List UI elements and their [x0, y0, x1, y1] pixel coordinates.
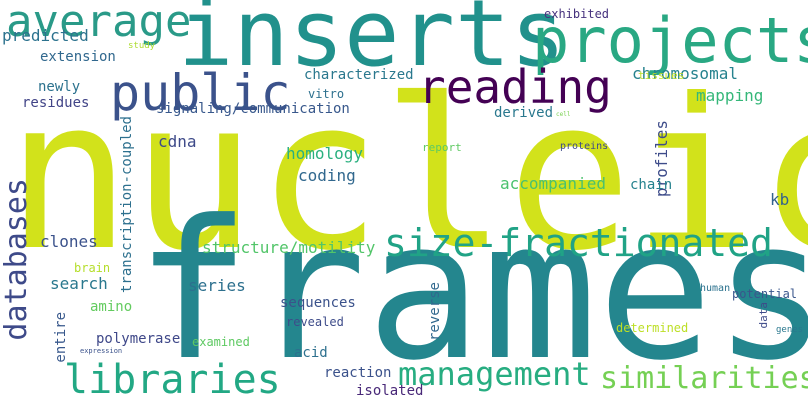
word-structure-motility: structure/motility: [202, 238, 376, 257]
word-newly: newly: [38, 79, 81, 95]
word-management: management: [398, 355, 591, 393]
word-coding: coding: [298, 166, 356, 185]
word-amino: amino: [90, 299, 133, 315]
word-tissues: tissues: [638, 69, 685, 82]
word-examined: examined: [192, 335, 250, 349]
word-proteins: proteins: [560, 141, 609, 152]
word-search: search: [50, 274, 108, 293]
word-similarities: similarities: [600, 361, 808, 396]
word-series: series: [188, 276, 246, 295]
word-public: public: [110, 64, 291, 122]
word-projects: projects: [532, 4, 808, 77]
word-signaling-communication: signaling/communication: [156, 101, 350, 117]
word-clones: clones: [40, 232, 98, 251]
word-mapping: mapping: [696, 86, 764, 105]
word-reaction: reaction: [324, 365, 392, 381]
word-reverse: reverse: [427, 282, 443, 342]
word-homology: homology: [286, 144, 364, 163]
word-frames: frames: [135, 180, 808, 403]
word-cell: cell: [556, 111, 571, 118]
word-isolated: isolated: [356, 383, 424, 399]
word-nucleic: nucleic: [6, 55, 808, 297]
word-libraries: libraries: [64, 357, 281, 403]
word-residues: residues: [22, 95, 90, 111]
word-databases: databases: [0, 178, 34, 341]
word-expression: expression: [80, 347, 123, 355]
word-cdna: cdna: [158, 132, 197, 151]
word-size-fractionated: size-fractionated: [384, 221, 773, 265]
word-determined: determined: [616, 321, 689, 335]
word-genes: genes: [776, 325, 804, 335]
word-accompanied: accompanied: [500, 174, 606, 193]
word-vitro: vitro: [308, 87, 345, 101]
word-predicted: predicted: [2, 26, 89, 45]
word-human: human: [700, 283, 731, 294]
word-reading: reading: [418, 60, 612, 114]
word-transcription-coupled: transcription-coupled: [119, 116, 135, 294]
word-data: data: [757, 302, 770, 329]
word-acid: acid: [294, 345, 328, 361]
word-report: report: [422, 141, 462, 154]
word-chain: chain: [630, 177, 673, 193]
word-revealed: revealed: [286, 315, 344, 329]
word-brain: brain: [74, 261, 111, 275]
word-inserts: inserts: [178, 0, 566, 87]
word-derived: derived: [494, 105, 554, 121]
word-average: average: [6, 0, 192, 47]
word-sequences: sequences: [280, 295, 356, 311]
word-exhibited: exhibited: [544, 7, 610, 21]
word-kb: kb: [770, 190, 790, 209]
word-extension: extension: [40, 49, 116, 65]
word-chromosomal: chromosomal: [632, 64, 738, 83]
word-study: study: [128, 41, 156, 51]
word-entire: entire: [53, 312, 69, 363]
word-characterized: characterized: [304, 67, 414, 83]
word-polymerase: polymerase: [96, 331, 181, 347]
word-potential: potential: [732, 287, 798, 301]
